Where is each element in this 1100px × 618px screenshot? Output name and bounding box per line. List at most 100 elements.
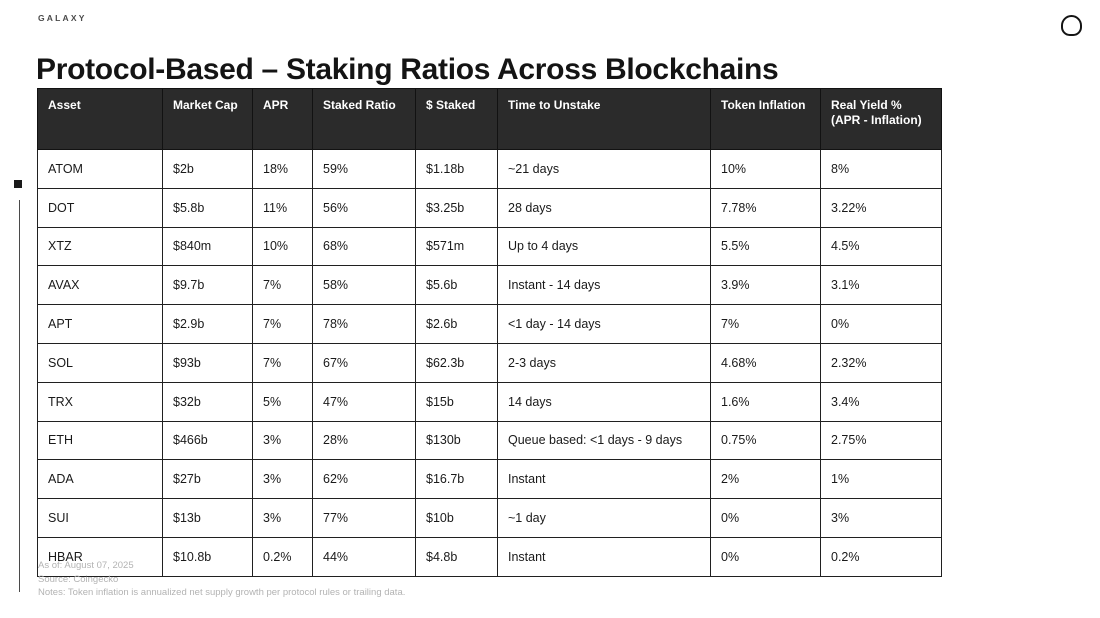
- asset-cell: ETH: [37, 420, 163, 461]
- value-cell: 18%: [252, 149, 313, 189]
- table-row: ATOM $2b 18% 59% $1.18b ~21 days 10% 8%: [37, 149, 942, 189]
- value-cell: $9.7b: [162, 265, 253, 306]
- value-cell: 11%: [252, 187, 313, 228]
- value-cell: Instant: [497, 536, 711, 577]
- value-cell: 2.75%: [820, 420, 942, 461]
- value-cell: Instant - 14 days: [497, 265, 711, 306]
- column-header: Real Yield % (APR - Inflation): [820, 88, 942, 150]
- value-cell: Queue based: <1 days - 9 days: [497, 420, 711, 461]
- value-cell: 67%: [312, 342, 416, 383]
- value-cell: 0.2%: [252, 536, 313, 577]
- value-cell: $27b: [162, 459, 253, 500]
- value-cell: 3.4%: [820, 381, 942, 422]
- notes-note: Notes: Token inflation is annualized net…: [38, 587, 406, 598]
- value-cell: 2%: [710, 459, 821, 500]
- value-cell: 28 days: [497, 187, 711, 228]
- value-cell: $2.6b: [415, 304, 498, 344]
- value-cell: 56%: [312, 187, 416, 228]
- value-cell: 1%: [820, 459, 942, 500]
- value-cell: $10b: [415, 498, 498, 538]
- asset-cell: TRX: [37, 381, 163, 422]
- page-title: Protocol-Based – Staking Ratios Across B…: [36, 53, 779, 87]
- value-cell: 77%: [312, 498, 416, 538]
- value-cell: 3%: [252, 498, 313, 538]
- value-cell: $15b: [415, 381, 498, 422]
- table-row: SOL $93b 7% 67% $62.3b 2-3 days 4.68% 2.32%: [37, 342, 942, 383]
- value-cell: ~1 day: [497, 498, 711, 538]
- slide-edge-marker: [14, 180, 22, 188]
- value-cell: 3%: [252, 459, 313, 500]
- value-cell: 68%: [312, 226, 416, 267]
- value-cell: 44%: [312, 536, 416, 577]
- staking-ratios-table: Asset Market Cap APR Staked Ratio $ Staked Ti…: [37, 88, 942, 577]
- asset-cell: SOL: [37, 342, 163, 383]
- value-cell: 3.9%: [710, 265, 821, 306]
- table-header-row: Asset Market Cap APR Staked Ratio $ Staked Ti…: [37, 88, 942, 150]
- value-cell: $1.18b: [415, 149, 498, 189]
- table-row: TRX $32b 5% 47% $15b 14 days 1.6% 3.4%: [37, 381, 942, 422]
- column-header: Time to Unstake: [497, 88, 711, 150]
- value-cell: $16.7b: [415, 459, 498, 500]
- asset-cell: ATOM: [37, 149, 163, 189]
- value-cell: 7%: [252, 304, 313, 344]
- asset-cell: DOT: [37, 187, 163, 228]
- table-row: SUI $13b 3% 77% $10b ~1 day 0% 3%: [37, 498, 942, 538]
- value-cell: 7%: [252, 265, 313, 306]
- value-cell: 4.5%: [820, 226, 942, 267]
- value-cell: $2.9b: [162, 304, 253, 344]
- value-cell: $5.8b: [162, 187, 253, 228]
- value-cell: Up to 4 days: [497, 226, 711, 267]
- galaxy-logo: GALAXY: [38, 13, 87, 23]
- table-row: ETH $466b 3% 28% $130b Queue based: <1 days -…: [37, 420, 942, 461]
- value-cell: 3%: [252, 420, 313, 461]
- value-cell: 62%: [312, 459, 416, 500]
- value-cell: 3.1%: [820, 265, 942, 306]
- slide-edge-line: [19, 200, 20, 592]
- asset-cell: XTZ: [37, 226, 163, 267]
- footnotes: As of: August 07, 2025 Source: Coingecko…: [38, 559, 405, 600]
- value-cell: 47%: [312, 381, 416, 422]
- value-cell: 0%: [820, 304, 942, 344]
- value-cell: $32b: [162, 381, 253, 422]
- value-cell: 78%: [312, 304, 416, 344]
- circle-outline-icon: [1061, 15, 1082, 36]
- table-body: ATOM $2b 18% 59% $1.18b ~21 days 10% 8% DOT $5.8b…: [37, 149, 942, 577]
- value-cell: 3.22%: [820, 187, 942, 228]
- value-cell: 8%: [820, 149, 942, 189]
- value-cell: $3.25b: [415, 187, 498, 228]
- asset-cell: ADA: [37, 459, 163, 500]
- value-cell: 2.32%: [820, 342, 942, 383]
- table-row: XTZ $840m 10% 68% $571m Up to 4 days 5.5% 4.5%: [37, 226, 942, 267]
- as-of-note: As of: August 07, 2025: [38, 560, 134, 571]
- column-header: Token Inflation: [710, 88, 821, 150]
- value-cell: 58%: [312, 265, 416, 306]
- value-cell: 5%: [252, 381, 313, 422]
- value-cell: 7%: [252, 342, 313, 383]
- value-cell: 10%: [710, 149, 821, 189]
- value-cell: 10%: [252, 226, 313, 267]
- value-cell: $840m: [162, 226, 253, 267]
- value-cell: 14 days: [497, 381, 711, 422]
- asset-cell: APT: [37, 304, 163, 344]
- value-cell: 0.2%: [820, 536, 942, 577]
- value-cell: 0%: [710, 536, 821, 577]
- table-row: AVAX $9.7b 7% 58% $5.6b Instant - 14 days 3.9%…: [37, 265, 942, 306]
- asset-cell: SUI: [37, 498, 163, 538]
- value-cell: $571m: [415, 226, 498, 267]
- value-cell: $4.8b: [415, 536, 498, 577]
- table-row: ADA $27b 3% 62% $16.7b Instant 2% 1%: [37, 459, 942, 500]
- asset-cell: HBAR: [37, 536, 163, 577]
- column-header: Staked Ratio: [312, 88, 416, 150]
- value-cell: $466b: [162, 420, 253, 461]
- table-row: HBAR $10.8b 0.2% 44% $4.8b Instant 0% 0.2%: [37, 536, 942, 577]
- value-cell: 4.68%: [710, 342, 821, 383]
- value-cell: <1 day - 14 days: [497, 304, 711, 344]
- asset-cell: AVAX: [37, 265, 163, 306]
- column-header: $ Staked: [415, 88, 498, 150]
- value-cell: ~21 days: [497, 149, 711, 189]
- source-note: Source: Coingecko: [38, 573, 119, 585]
- value-cell: 59%: [312, 149, 416, 189]
- value-cell: $5.6b: [415, 265, 498, 306]
- value-cell: 5.5%: [710, 226, 821, 267]
- column-header: APR: [252, 88, 313, 150]
